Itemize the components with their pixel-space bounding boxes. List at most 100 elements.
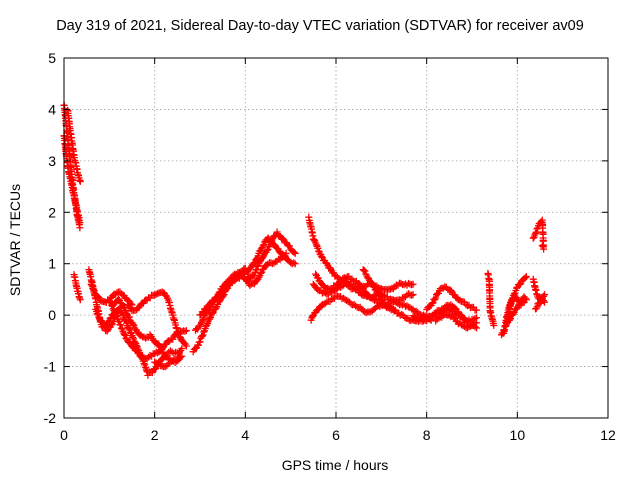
data-point [126, 339, 134, 347]
data-point [539, 297, 547, 305]
data-point [113, 289, 121, 297]
data-point [76, 219, 84, 227]
data-point [369, 282, 377, 290]
data-point [315, 247, 323, 255]
data-point [271, 232, 279, 240]
y-tick-label: -1 [44, 359, 57, 375]
data-point [342, 274, 350, 282]
data-point [142, 334, 150, 342]
data-point [450, 314, 458, 322]
data-point [206, 315, 214, 323]
data-point [87, 280, 95, 288]
data-point [435, 314, 443, 322]
data-point [144, 371, 152, 379]
data-point [263, 246, 271, 254]
data-point [176, 334, 184, 342]
data-point [521, 274, 529, 282]
data-point [473, 319, 481, 327]
data-point [198, 332, 206, 340]
data-point [96, 296, 104, 304]
data-point [538, 242, 546, 250]
data-point [421, 313, 429, 321]
data-point [115, 318, 123, 326]
data-point [291, 249, 299, 257]
data-point [470, 320, 477, 328]
data-point [140, 360, 148, 368]
data-point [214, 293, 222, 301]
data-point [198, 317, 206, 325]
data-point [328, 295, 335, 303]
data-point [76, 296, 84, 304]
x-tick-label: 4 [241, 427, 249, 443]
x-tick-label: 6 [332, 427, 340, 443]
data-point [321, 283, 329, 291]
data-point [401, 313, 409, 321]
data-point [253, 266, 261, 274]
x-tick-label: 0 [60, 427, 68, 443]
data-point [451, 304, 459, 312]
data-point [533, 303, 541, 311]
data-point [152, 359, 160, 367]
data-point [120, 316, 128, 323]
data-point [176, 353, 184, 361]
x-tick-label: 8 [423, 427, 431, 443]
data-point [134, 348, 142, 356]
data-point [117, 321, 125, 329]
data-point [312, 270, 320, 278]
data-point [521, 294, 529, 302]
data-point [398, 310, 406, 318]
data-point [409, 291, 417, 299]
data-point [129, 333, 137, 341]
data-point [511, 292, 519, 300]
data-point [241, 264, 249, 272]
data-point [106, 298, 114, 306]
data-point [522, 273, 530, 281]
data-point [386, 303, 394, 311]
data-point [405, 290, 412, 298]
data-point [326, 264, 334, 271]
data-point [373, 287, 381, 295]
data-point [169, 335, 177, 343]
data-point [257, 269, 265, 277]
data-point [445, 311, 453, 319]
data-point [264, 234, 272, 242]
data-point [529, 234, 537, 242]
data-point [312, 241, 320, 249]
data-point [456, 296, 464, 304]
data-point [512, 305, 520, 313]
data-point [200, 328, 208, 336]
data-point [405, 279, 412, 287]
data-point [182, 342, 190, 350]
data-point [432, 294, 440, 302]
data-point [94, 293, 102, 301]
data-point [350, 285, 358, 292]
data-point [409, 280, 417, 288]
data-point [490, 321, 498, 329]
data-point [259, 242, 267, 250]
data-point [182, 327, 190, 335]
y-tick-label: 5 [48, 50, 56, 66]
data-point [175, 330, 183, 338]
data-point [243, 276, 250, 284]
data-point [290, 259, 298, 267]
data-point [318, 253, 326, 261]
data-point [356, 281, 364, 289]
data-point [120, 331, 128, 338]
data-point [286, 242, 293, 250]
data-point [506, 316, 514, 324]
data-point [468, 322, 476, 330]
data-point [228, 278, 236, 286]
data-point [174, 328, 182, 336]
data-point [391, 306, 399, 314]
data-point [532, 305, 540, 313]
data-point [152, 290, 160, 298]
data-point [540, 245, 548, 253]
y-tick-label: -2 [44, 410, 57, 426]
data-point [344, 282, 352, 289]
y-axis-label: SDTVAR / TECUs [7, 184, 23, 296]
data-point [151, 291, 159, 299]
data-point [507, 315, 514, 323]
data-point [394, 300, 402, 307]
